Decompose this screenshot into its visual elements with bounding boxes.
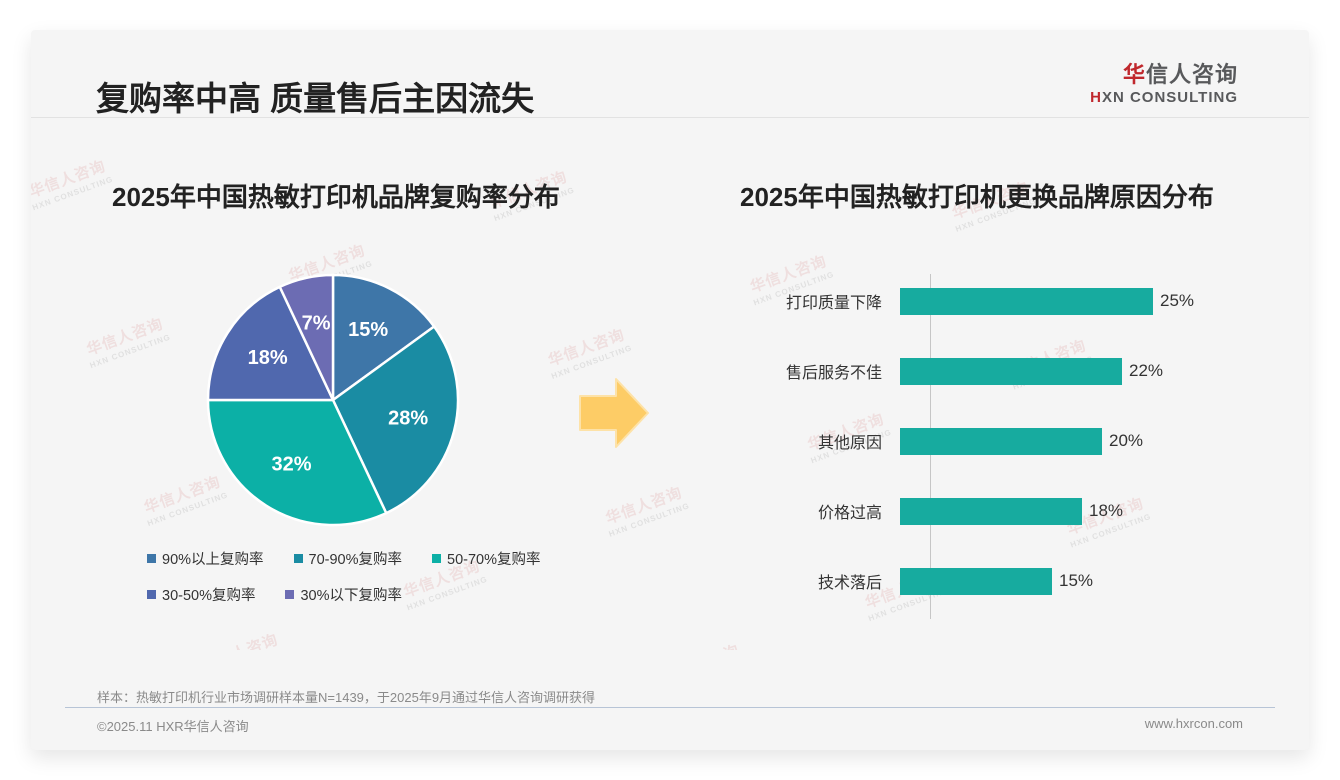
svg-text:32%: 32% [271,454,311,476]
svg-text:15%: 15% [348,319,388,341]
svg-text:18%: 18% [248,347,288,369]
svg-text:7%: 7% [302,313,331,335]
svg-text:28%: 28% [388,408,428,430]
